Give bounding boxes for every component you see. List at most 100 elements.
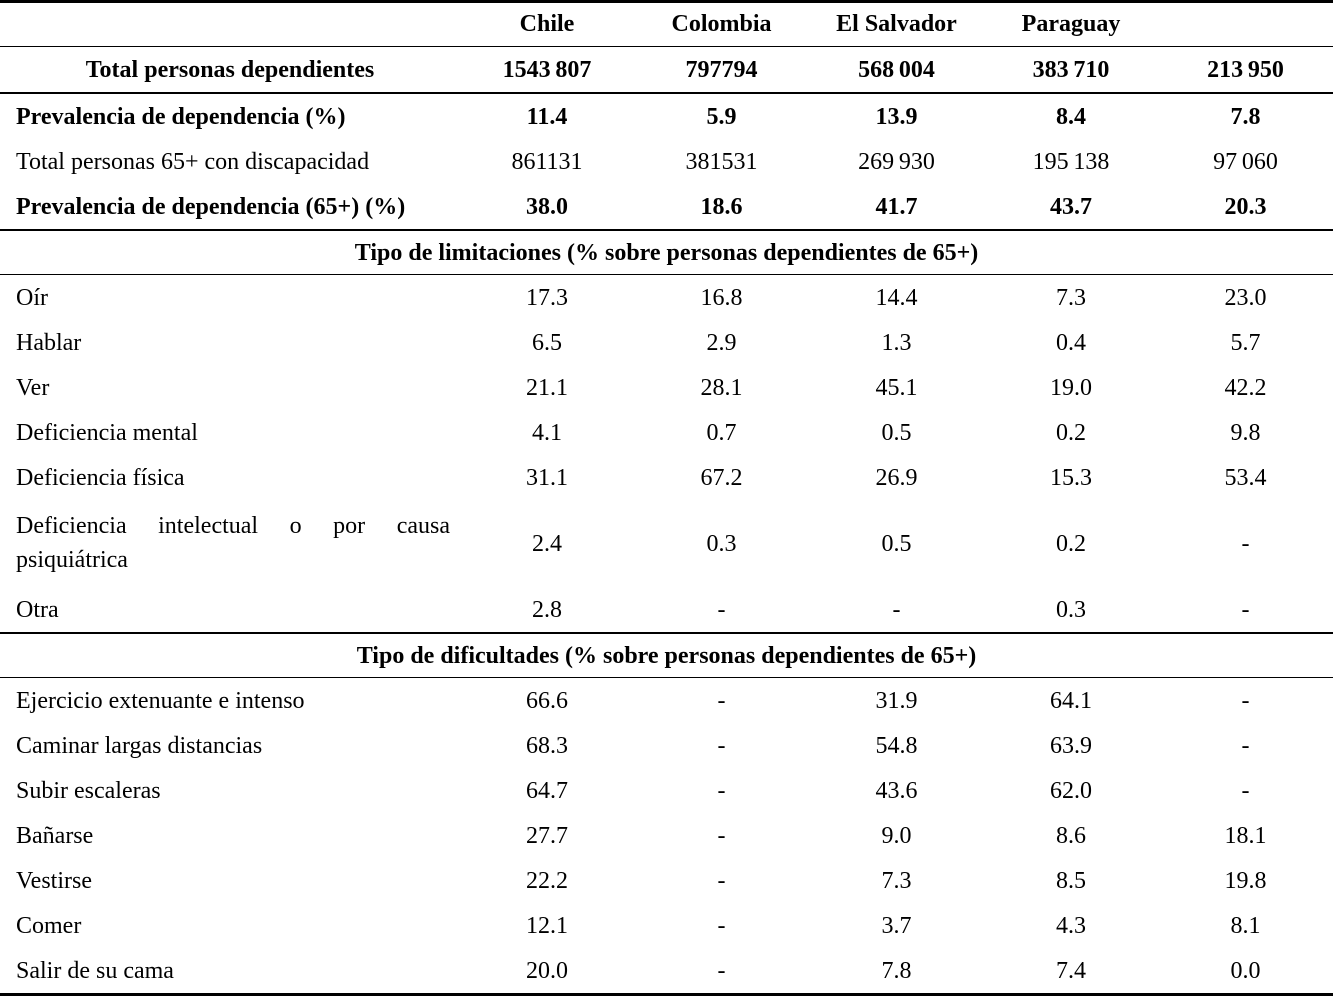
section-header: Tipo de dificultades (% sobre personas d… (356, 642, 977, 669)
row-label: Hablar (16, 329, 82, 356)
cell-value: 195 138 (1032, 148, 1110, 175)
cell-value: - (1241, 596, 1250, 623)
column-header: Colombia (671, 11, 772, 37)
row-label: Deficiencia mental (16, 419, 198, 446)
cell-value: - (1241, 687, 1250, 714)
cell-value: 4.3 (1056, 912, 1086, 939)
cell-value: 38.0 (526, 193, 568, 220)
cell-value: 64.7 (526, 777, 568, 804)
cell-value: 0.3 (1056, 596, 1086, 623)
row-label: Otra (16, 596, 59, 623)
cell-value: 7.8 (881, 957, 912, 984)
row-label: Vestirse (16, 867, 92, 894)
cell-value: - (717, 687, 726, 714)
table-row: Ejercicio extenuante e intenso 66.6 - 31.9 6… (0, 678, 1333, 724)
column-header-empty (0, 2, 460, 47)
cell-value: 2.4 (532, 530, 562, 557)
row-label: Ver (16, 374, 50, 401)
column-header: El Salvador (836, 11, 957, 37)
table-row: Deficiencia mental 4.1 0.7 0.5 0.2 9.8 (0, 410, 1333, 455)
row-label: Deficiencia física (16, 464, 185, 491)
cell-value: 42.2 (1224, 374, 1267, 401)
cell-value: 861131 (511, 148, 583, 175)
table-row: Comer 12.1 - 3.7 4.3 8.1 (0, 903, 1333, 948)
row-label: Prevalencia de dependencia (65+) (%) (16, 193, 406, 220)
table-row: Vestirse 22.2 - 7.3 8.5 19.8 (0, 858, 1333, 903)
cell-value: 16.8 (700, 284, 743, 311)
cell-value: 31.9 (875, 687, 918, 714)
cell-value: - (892, 596, 901, 623)
cell-value: 0.5 (881, 419, 912, 446)
table-row: Bañarse 27.7 - 9.0 8.6 18.1 (0, 813, 1333, 858)
column-header: Paraguay (1021, 11, 1121, 37)
cell-value: 0.0 (1230, 957, 1261, 984)
cell-value: 41.7 (875, 193, 918, 220)
cell-value: 31.1 (526, 464, 568, 491)
cell-value: - (717, 596, 726, 623)
table-row: Salir de su cama 20.0 - 7.8 7.4 0.0 (0, 948, 1333, 995)
cell-value: - (1241, 777, 1250, 804)
cell-value: - (717, 957, 726, 984)
cell-value: 43.6 (875, 777, 918, 804)
cell-value: 797794 (685, 56, 758, 83)
cell-value: 67.2 (700, 464, 743, 491)
row-label: Total personas dependientes (85, 56, 375, 83)
cell-value: 13.9 (875, 103, 918, 130)
cell-value: 68.3 (526, 732, 568, 759)
table-row: Oír 17.3 16.8 14.4 7.3 23.0 (0, 275, 1333, 321)
cell-value: 43.7 (1050, 193, 1092, 220)
table-row: Subir escaleras 64.7 - 43.6 62.0 - (0, 768, 1333, 813)
cell-value: 15.3 (1050, 464, 1092, 491)
cell-value: 8.5 (1056, 867, 1086, 894)
cell-value: 22.2 (526, 867, 568, 894)
cell-value: - (717, 777, 726, 804)
cell-value: 63.9 (1050, 732, 1092, 759)
cell-value: 381531 (685, 148, 758, 175)
cell-value: 7.4 (1056, 957, 1086, 984)
cell-value: 12.1 (526, 912, 568, 939)
cell-value: 3.7 (881, 912, 912, 939)
cell-value: 9.0 (881, 822, 912, 849)
cell-value: 8.1 (1230, 912, 1261, 939)
cell-value: 2.8 (532, 596, 562, 623)
cell-value: 27.7 (526, 822, 568, 849)
row-label: Comer (16, 912, 82, 939)
table-row: Total personas dependientes 1543 807 79779… (0, 47, 1333, 93)
cell-value: 1543 807 (502, 56, 592, 83)
section-row: Tipo de dificultades (% sobre personas d… (0, 633, 1333, 678)
cell-value: - (717, 822, 726, 849)
row-label: Salir de su cama (16, 957, 174, 984)
column-header: Chile (519, 11, 575, 37)
cell-value: 0.2 (1056, 419, 1086, 446)
cell-value: 53.4 (1224, 464, 1267, 491)
cell-value: 26.9 (875, 464, 918, 491)
cell-value: 18.1 (1224, 822, 1267, 849)
cell-value: 568 004 (858, 56, 935, 83)
cell-value: 97 060 (1213, 148, 1278, 175)
cell-value: - (717, 867, 726, 894)
table-row: Prevalencia de dependencia (%) 11.4 5.9 13.… (0, 93, 1333, 139)
table-row: Deficiencia intelectual o por causa psiq… (0, 500, 1333, 587)
cell-value: 9.8 (1230, 419, 1261, 446)
cell-value: 0.5 (881, 530, 912, 557)
row-label: Prevalencia de dependencia (%) (16, 103, 346, 130)
cell-value: 17.3 (526, 284, 568, 311)
table-row: Total personas 65+ con discapacidad 86113… (0, 139, 1333, 184)
cell-value: 1.3 (881, 329, 912, 356)
cell-value: 4.1 (532, 419, 562, 446)
table-row: Hablar 6.5 2.9 1.3 0.4 5.7 (0, 320, 1333, 365)
cell-value: 20.3 (1224, 193, 1267, 220)
cell-value: 66.6 (526, 687, 568, 714)
cell-value: 28.1 (700, 374, 743, 401)
cell-value: 19.0 (1050, 374, 1092, 401)
cell-value: - (717, 912, 726, 939)
cell-value: 0.7 (706, 419, 737, 446)
column-header-row: Chile Colombia El Salvador Paraguay (0, 2, 1333, 47)
cell-value: 64.1 (1050, 687, 1092, 714)
column-header-empty (1158, 2, 1333, 47)
cell-value: 7.3 (881, 867, 912, 894)
table-row: Ver 21.1 28.1 45.1 19.0 42.2 (0, 365, 1333, 410)
cell-value: 0.2 (1056, 530, 1086, 557)
cell-value: 383 710 (1032, 56, 1110, 83)
table-row: Caminar largas distancias 68.3 - 54.8 63.9 - (0, 723, 1333, 768)
